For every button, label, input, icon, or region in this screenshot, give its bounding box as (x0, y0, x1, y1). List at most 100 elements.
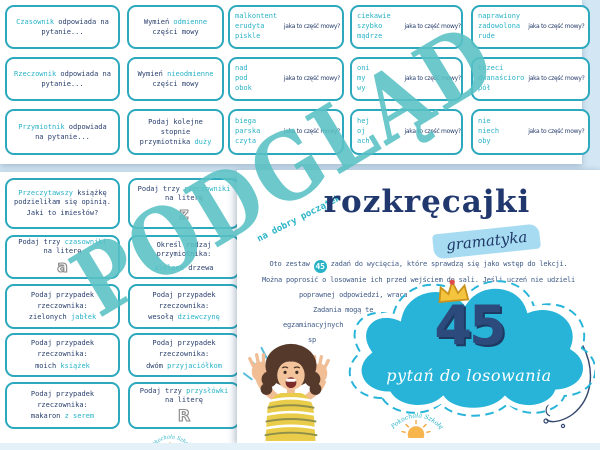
part-question: jaka to część mowy? (283, 127, 341, 135)
card-text: dwóm przyjaciółkom (146, 361, 222, 370)
intro-line: Zadania mogą te (313, 306, 374, 314)
word: hej (357, 117, 370, 126)
word-card: hej oj ach jaka to część mowy? (350, 109, 463, 155)
word: oby (478, 136, 491, 145)
cover-sheet: na dobry początek rozkręcajki gramatyka … (237, 170, 600, 443)
shirt-stripes (264, 397, 318, 437)
card-text: Podaj trzy przysłówki na literę (139, 386, 229, 404)
svg-text:Pokochała Szkołę: Pokochała Szkołę (148, 434, 194, 443)
cards-sheet-left: Przeczytawszy książkę podzieliłam się op… (0, 172, 246, 443)
card-text: Określ rodzaj przymiotnika: (156, 240, 212, 258)
publisher-logo: Pokochała Szkołę (148, 434, 194, 443)
eye (295, 370, 299, 374)
word-card: nad pod obok jaka to część mowy? (228, 57, 344, 101)
card-text: makaron z serem (30, 412, 95, 421)
card-text: zielone drzewa (154, 264, 214, 273)
word-list: biega parska czyta (235, 117, 280, 146)
task-card: Wymień odmienne części mowy (127, 5, 224, 49)
card-text: Przeczytawszy książkę podzieliłam się op… (14, 188, 111, 206)
word-list: ciekawie szybko mądrze (357, 12, 401, 41)
part-question: jaka to część mowy? (283, 22, 341, 30)
word-list: trzeci dwanaścioro pół (478, 64, 524, 93)
intro-line: Można poprosić o losowanie ich przed wej… (261, 276, 576, 284)
task-card: Podaj trzy czasowniki na literę a (5, 235, 120, 279)
word: parska (235, 127, 261, 136)
word: oj (357, 127, 366, 136)
card-text: rzeczownika: (37, 400, 88, 409)
task-card: Podaj przypadek rzeczownika: dwóm przyja… (128, 333, 240, 377)
card-text: rzeczownika: (37, 350, 88, 359)
brows (281, 366, 301, 369)
teeth (286, 378, 296, 382)
word: szybko (357, 22, 383, 31)
task-card: Podaj trzy rzeczowniki na literę z (128, 178, 240, 229)
word: ciekawie (357, 12, 391, 21)
word: dwanaścioro (478, 74, 525, 83)
task-card: Wymień nieodmienne części mowy (127, 57, 224, 101)
word-card: malkontent erudyta piskle jaka to część mow… (228, 5, 344, 49)
big-letter: z (179, 203, 189, 223)
word: niech (478, 127, 500, 136)
card-text: Czasownik odpowiada na pytanie... (16, 17, 109, 36)
part-question: jaka to część mowy? (404, 74, 461, 82)
card-text: Rzeczownik odpowiada na pytanie... (14, 69, 111, 88)
intro-line: egzaminacyjnych (283, 321, 344, 329)
word: erudyta (235, 22, 265, 31)
word: czyta (235, 136, 257, 145)
cloud-label: pytań do losowania (386, 366, 552, 385)
face (277, 360, 305, 391)
sun-icon (401, 420, 431, 434)
card-text: Wymień nieodmienne części mowy (137, 69, 214, 88)
word-list: oni my wy (357, 64, 401, 93)
task-card: Podaj trzy przysłówki na literę R (128, 382, 240, 429)
big-letter: a (57, 257, 69, 277)
word: ach (357, 136, 370, 145)
logo-text: Pokochała Szkołę (148, 434, 194, 443)
part-question: jaka to część mowy? (528, 74, 585, 82)
word: mądrze (357, 31, 383, 40)
task-card: Czasownik odpowiada na pytanie... (5, 5, 120, 49)
cloud-graphic: 45 pytań do losowania (343, 270, 595, 418)
cards-sheet-top: Czasownik odpowiada na pytanie... Rzeczo… (0, 0, 590, 164)
word-list: hej oj ach (357, 117, 401, 146)
word: oni (357, 64, 370, 73)
task-card: Określ rodzaj przymiotnika: zielone drze… (128, 235, 240, 279)
word-card: oni my wy jaka to część mowy? (350, 57, 463, 101)
word-list: malkontent erudyta piskle (235, 12, 280, 41)
card-text: rzeczownika: (158, 350, 210, 359)
part-question: jaka to część mowy? (528, 22, 585, 30)
word-card: nie niech oby jaka to część mowy? (471, 109, 590, 155)
word-list: naprawiony zadowolona rude (478, 12, 524, 41)
word: wy (357, 83, 366, 92)
intro-line: Oto zestaw 45 zadań do wycięcia, które s… (269, 260, 568, 273)
card-text: Podaj kolejne stopnie przymiotnika duży (139, 117, 212, 147)
word-list: nie niech oby (478, 117, 524, 146)
card-text: Podaj przypadek (30, 290, 95, 299)
part-question: jaka to część mowy? (404, 127, 461, 135)
word: biega (235, 117, 257, 126)
word: trzeci (478, 64, 504, 73)
sun-icon (407, 426, 425, 438)
card-text: rzeczownika: (37, 301, 88, 310)
part-question: jaka to część mowy? (404, 22, 461, 30)
task-card: Podaj przypadek rzeczownika: wesołą dzie… (128, 284, 240, 329)
word-card: trzeci dwanaścioro pół jaka to część mowy? (471, 57, 590, 101)
word: nie (478, 117, 491, 126)
task-card: Rzeczownik odpowiada na pytanie... (5, 57, 120, 101)
task-card: Przeczytawszy książkę podzieliłam się op… (5, 178, 120, 229)
word-list: nad pod obok (235, 64, 280, 93)
card-text: Przymiotnik odpowiada na pytanie... (18, 122, 107, 141)
card-text: Podaj trzy rzeczowniki na literę (137, 184, 231, 202)
intro-line: poprawnej odpowiedzi, wraca (299, 291, 408, 299)
publisher-logo: Pokochała Szkołę (389, 412, 445, 438)
word: zadowolona (478, 22, 521, 31)
fringe (277, 356, 305, 368)
sun-icon (169, 442, 171, 443)
word: pod (235, 74, 248, 83)
crown-icon (438, 279, 470, 303)
word: malkontent (235, 12, 278, 21)
word: my (357, 74, 366, 83)
word-card: ciekawie szybko mądrze jaka to część mowy? (350, 5, 463, 49)
part-question: jaka to część mowy? (528, 127, 585, 135)
